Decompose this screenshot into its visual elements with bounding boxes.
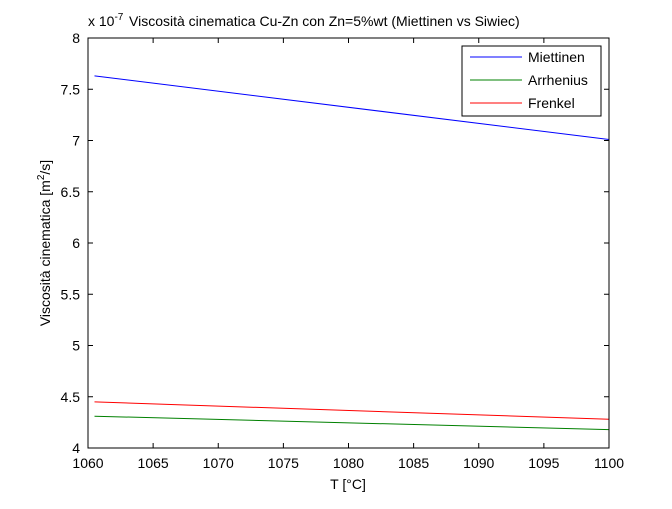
y-axis-label-sup: 2	[36, 174, 47, 180]
y-tick-label: 8	[72, 30, 80, 46]
series-line-frenkel	[94, 401, 610, 420]
series-layer	[94, 75, 610, 431]
x-tick-label: 1080	[333, 455, 364, 471]
x-tick-label: 1075	[268, 455, 299, 471]
x-tick-label: 1090	[463, 455, 494, 471]
legend-label-frenkel: Frenkel	[528, 95, 575, 111]
y-tick-label: 4	[72, 440, 80, 456]
exponent-base: x 10	[88, 13, 115, 29]
x-tick-label: 1060	[72, 455, 103, 471]
y-tick-label: 6	[72, 235, 80, 251]
y-tick-label: 5	[72, 338, 80, 354]
y-tick-label: 5.5	[61, 286, 81, 302]
x-axis-label: T [°C]	[330, 476, 366, 492]
x-tick-label: 1100	[594, 455, 624, 471]
y-tick-label: 7.5	[61, 81, 81, 97]
x-tick-label: 1095	[528, 455, 559, 471]
exponent-label: x 10-7	[88, 12, 124, 29]
series-line-miettinen	[94, 75, 610, 140]
legend-label-miettinen: Miettinen	[528, 49, 585, 65]
x-tick-label: 1065	[138, 455, 169, 471]
chart-title: Viscosità cinematica Cu-Zn con Zn=5%wt (…	[129, 13, 520, 29]
y-tick-label: 4.5	[61, 389, 81, 405]
legend: Miettinen Arrhenius Frenkel	[461, 45, 602, 117]
y-axis-label-tail: /s]	[37, 160, 53, 175]
y-axis: 4 4.5 5 5.5 6 6.5 7 7.5 8	[61, 30, 609, 456]
exponent-power: -7	[114, 12, 123, 23]
y-axis-label-main: Viscosità cinematica [m	[37, 180, 53, 326]
legend-label-arrhenius: Arrhenius	[528, 72, 588, 88]
series-line-arrhenius	[94, 415, 610, 431]
x-tick-label: 1085	[398, 455, 429, 471]
y-axis-label: Viscosità cinematica [m2/s]	[36, 160, 53, 326]
y-tick-label: 7	[72, 133, 80, 149]
x-tick-label: 1070	[203, 455, 234, 471]
legend-box	[461, 45, 602, 117]
x-axis: 1060 1065 1070 1075 1080 1085 1090 1095 1100	[72, 38, 624, 471]
y-tick-label: 6.5	[61, 184, 81, 200]
